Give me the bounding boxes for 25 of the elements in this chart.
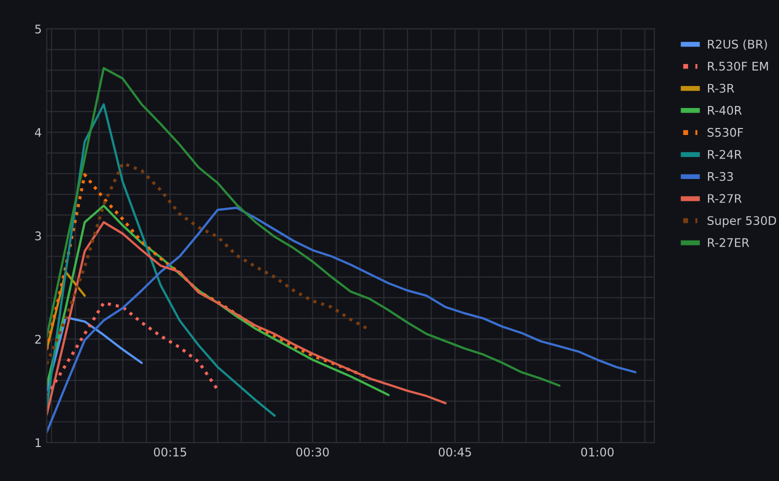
legend-label: R-33 <box>708 172 733 181</box>
x-tick-label: 01:00 <box>581 448 614 457</box>
legend-label: R-40R <box>708 106 742 115</box>
y-tick-label: 1 <box>36 438 41 448</box>
y-tick-label: 2 <box>35 334 41 344</box>
line-series <box>46 204 390 396</box>
y-tick-label: 3 <box>35 231 41 240</box>
x-tick-label: 00:30 <box>296 448 329 457</box>
x-tick-label: 00:15 <box>154 448 186 457</box>
legend-label: R2US (BR) <box>708 40 767 50</box>
line-series <box>46 103 276 417</box>
line-series <box>46 221 447 416</box>
line-series <box>46 316 143 392</box>
x-tick-label: 00:45 <box>438 448 471 457</box>
legend-label: R-27R <box>708 194 742 203</box>
legend-label: R.530F EM <box>708 62 768 71</box>
legend-label: Super 530D <box>708 216 776 228</box>
legend-label: R-27ER <box>708 238 750 247</box>
legend-label: R-3R <box>708 84 734 93</box>
y-tick-label: 5 <box>35 24 41 34</box>
y-tick-label: 4 <box>34 128 42 137</box>
legend-label: R-24R <box>708 150 742 159</box>
line-series <box>46 206 636 434</box>
legend-label: S530F <box>708 128 743 137</box>
line-series <box>46 67 561 387</box>
